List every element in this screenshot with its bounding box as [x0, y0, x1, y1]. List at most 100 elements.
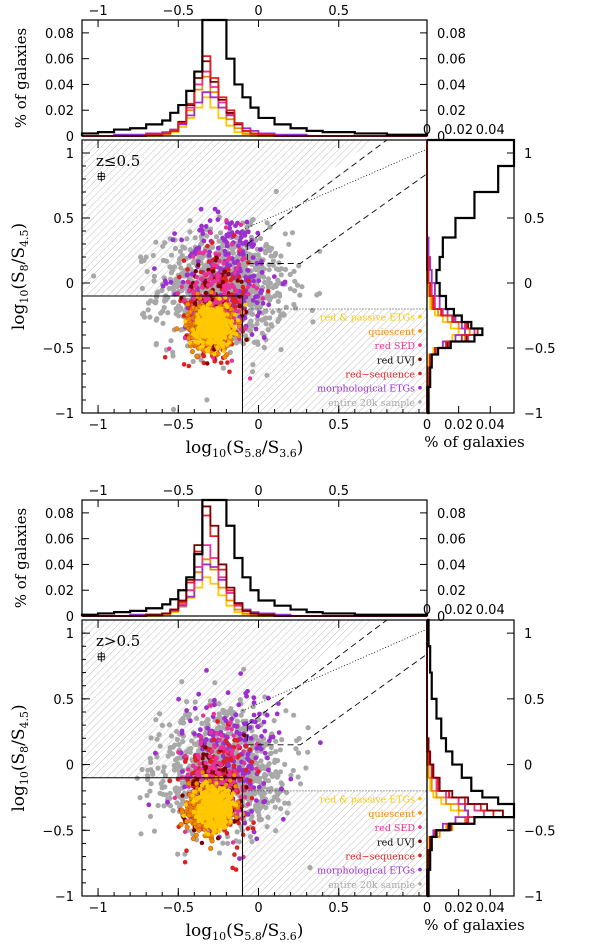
point-morph: [203, 224, 209, 229]
point-passive: [218, 332, 223, 337]
redshift-label: z>0.5: [96, 632, 140, 650]
point-morph: [243, 691, 249, 696]
point-quiescent: [233, 814, 240, 820]
point-morph: [259, 288, 265, 293]
point-morph: [192, 731, 197, 737]
point-entire: [143, 254, 149, 260]
point-sed: [227, 772, 233, 777]
point-morph: [199, 223, 205, 229]
point-quiescent: [208, 289, 214, 295]
point-uvj: [180, 793, 185, 798]
point-morph: [170, 237, 176, 243]
point-entire: [145, 300, 152, 306]
point-sed: [208, 703, 213, 708]
point-morph: [253, 755, 259, 761]
point-morph: [251, 242, 257, 247]
point-uvj: [220, 280, 225, 285]
hist-top-ytick-label: 0.06: [45, 53, 74, 68]
point-morph: [242, 233, 248, 238]
point-redseq: [236, 274, 242, 280]
point-redseq: [243, 767, 249, 773]
point-passive: [201, 781, 206, 786]
point-entire: [250, 216, 256, 223]
point-sed: [196, 250, 202, 255]
legend-marker-passive: [418, 314, 422, 319]
hist-top-ytick-label-right: 0.04: [437, 78, 466, 93]
point-entire: [276, 267, 282, 273]
point-passive: [227, 796, 232, 801]
point-sed: [245, 802, 251, 807]
point-morph: [182, 784, 188, 790]
point-passive: [212, 798, 218, 803]
point-passive: [211, 809, 217, 814]
point-morph: [276, 730, 282, 735]
point-sed: [232, 270, 237, 275]
point-entire: [287, 271, 293, 278]
point-entire: [217, 230, 224, 236]
point-redseq: [228, 277, 233, 283]
point-morph: [282, 279, 288, 285]
point-uvj: [213, 258, 219, 263]
point-uvj: [201, 752, 206, 757]
point-entire: [276, 316, 282, 322]
hist-right-xtick-label: 0.04: [476, 418, 505, 433]
point-entire: [297, 292, 303, 298]
point-morph: [257, 247, 263, 253]
point-sed: [234, 266, 240, 272]
point-quiescent: [187, 309, 193, 315]
point-entire: [181, 720, 187, 726]
point-redseq: [190, 771, 195, 776]
point-entire: [260, 803, 267, 809]
point-redseq: [228, 757, 234, 763]
xtick-label: 0.5: [328, 418, 349, 433]
point-entire: [153, 317, 159, 323]
point-sed: [215, 274, 220, 280]
point-redseq: [248, 778, 253, 784]
point-entire: [270, 258, 276, 264]
legend-label-redseq: red−sequence: [345, 370, 415, 381]
point-passive: [217, 785, 223, 790]
point-morph: [244, 219, 250, 225]
point-sed: [211, 766, 217, 771]
hist-top-ytick-label: 0.08: [45, 27, 74, 42]
point-sed: [199, 284, 205, 290]
point-entire: [305, 749, 311, 755]
point-entire: [193, 715, 200, 722]
point-passive: [205, 302, 211, 307]
point-entire: [266, 267, 272, 273]
point-redseq: [181, 313, 187, 318]
point-entire: [170, 299, 177, 305]
point-entire: [317, 248, 323, 254]
point-sed: [239, 816, 244, 821]
point-redseq: [241, 288, 247, 293]
point-entire: [176, 313, 182, 319]
point-redseq: [177, 274, 182, 280]
point-entire: [292, 288, 298, 294]
point-uvj: [237, 303, 242, 309]
point-sed: [211, 711, 216, 717]
point-quiescent: [228, 306, 234, 312]
point-quiescent: [227, 778, 233, 784]
point-uvj: [189, 284, 194, 289]
point-sed: [243, 325, 248, 331]
point-entire: [172, 245, 179, 251]
point-morph: [201, 238, 207, 244]
point-entire: [236, 839, 242, 845]
hist-top-ytick-label-right: 0.02: [437, 104, 466, 119]
point-passive: [207, 806, 213, 811]
point-entire: [225, 840, 231, 847]
point-entire: [173, 785, 179, 791]
point-sed: [237, 247, 242, 252]
point-sed: [182, 335, 188, 341]
point-morph: [247, 725, 253, 731]
hist-top-ytick-label: 0: [66, 130, 74, 145]
point-entire: [184, 699, 190, 705]
point-redseq: [240, 284, 246, 290]
point-uvj: [203, 764, 209, 770]
point-redseq: [235, 738, 240, 743]
point-morph: [249, 332, 255, 337]
point-morph: [250, 297, 256, 303]
point-entire: [154, 736, 160, 742]
point-morph: [215, 209, 221, 215]
point-morph: [153, 750, 158, 756]
